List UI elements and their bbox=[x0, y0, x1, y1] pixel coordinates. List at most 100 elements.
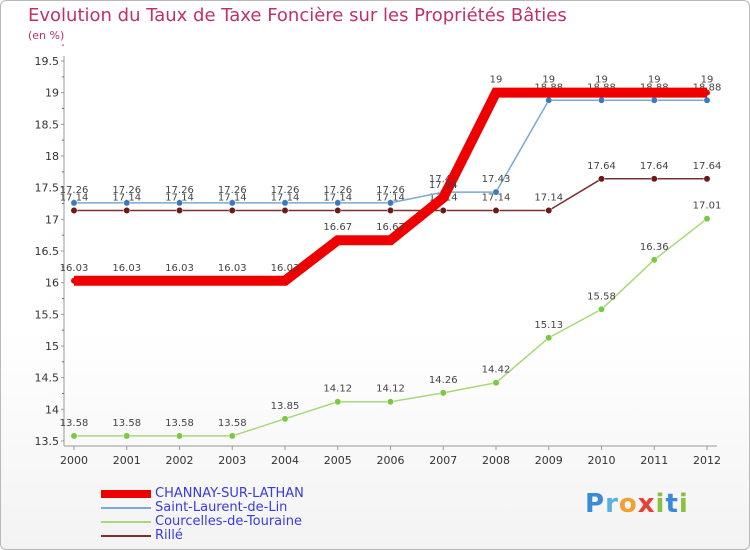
data-point bbox=[176, 432, 183, 440]
x-tick-label: 2006 bbox=[377, 454, 405, 467]
data-point bbox=[228, 199, 236, 207]
y-tick-label: 14.5 bbox=[35, 372, 60, 385]
data-label: 17.64 bbox=[587, 161, 616, 172]
legend-swatch bbox=[101, 521, 151, 523]
data-label: 16.03 bbox=[60, 263, 89, 274]
data-point bbox=[281, 199, 289, 207]
y-tick-label: 18.5 bbox=[35, 118, 60, 131]
data-point bbox=[387, 398, 394, 406]
data-label: 19 bbox=[648, 75, 661, 86]
data-point bbox=[387, 237, 394, 244]
legend-item: Courcelles-de-Touraine bbox=[101, 515, 304, 529]
data-label: 16.03 bbox=[271, 263, 300, 274]
data-point bbox=[70, 432, 78, 440]
logo-letter: t bbox=[665, 489, 679, 519]
data-point bbox=[281, 207, 289, 214]
data-point bbox=[281, 415, 289, 423]
x-tick-label: 2004 bbox=[271, 454, 299, 467]
data-label: 19 bbox=[595, 75, 608, 86]
legend-label: Saint-Laurent-de-Lin bbox=[155, 500, 288, 515]
y-tick-label: 13.5 bbox=[35, 435, 60, 448]
y-tick-label: 15 bbox=[45, 340, 59, 353]
data-label: 17.26 bbox=[376, 185, 405, 196]
legend-label: Courcelles-de-Touraine bbox=[155, 514, 302, 529]
data-label: 17.14 bbox=[218, 192, 247, 203]
data-point bbox=[492, 379, 500, 387]
data-label: 17.26 bbox=[323, 185, 352, 196]
legend-item: Rillé bbox=[101, 529, 304, 543]
data-point bbox=[650, 256, 658, 264]
data-label: 14.12 bbox=[323, 384, 352, 395]
data-point bbox=[176, 207, 183, 214]
data-point bbox=[123, 199, 131, 207]
data-point bbox=[282, 277, 288, 284]
x-tick-label: 2008 bbox=[482, 454, 510, 467]
data-label: 19 bbox=[542, 75, 555, 86]
legend-swatch bbox=[101, 535, 151, 537]
data-point bbox=[545, 334, 553, 342]
data-label: 17.43 bbox=[482, 174, 511, 185]
data-point bbox=[440, 194, 447, 201]
data-point bbox=[334, 199, 342, 207]
chart-title: Evolution du Taux de Taxe Foncière sur l… bbox=[28, 5, 567, 26]
data-point bbox=[176, 199, 183, 207]
data-point bbox=[545, 96, 553, 104]
data-point bbox=[334, 398, 342, 406]
data-point bbox=[176, 277, 183, 284]
data-label: 15.13 bbox=[534, 320, 563, 331]
data-label: 14.42 bbox=[482, 365, 511, 376]
data-point bbox=[703, 96, 711, 104]
y-tick-label: 14 bbox=[45, 403, 59, 416]
x-tick-label: 2002 bbox=[166, 454, 194, 467]
y-tick-label: 16.5 bbox=[35, 245, 60, 258]
data-point bbox=[70, 207, 78, 214]
data-point bbox=[387, 207, 394, 214]
logo-letter: i bbox=[655, 489, 666, 519]
data-point bbox=[598, 305, 605, 313]
data-label: 13.85 bbox=[271, 401, 300, 412]
data-point bbox=[439, 389, 447, 397]
data-label: 17.26 bbox=[218, 185, 247, 196]
x-tick-label: 2005 bbox=[324, 454, 352, 467]
data-label: 17.14 bbox=[60, 192, 89, 203]
data-label: 13.58 bbox=[60, 418, 89, 429]
data-label: 14.26 bbox=[429, 375, 458, 386]
chart-legend: CHANNAY-SUR-LATHAN Saint-Laurent-de-Lin Co… bbox=[101, 487, 304, 543]
data-point bbox=[229, 277, 236, 284]
data-point bbox=[123, 277, 130, 284]
x-tick-label: 2003 bbox=[218, 454, 246, 467]
data-label: 16.03 bbox=[112, 263, 141, 274]
data-label: 17.26 bbox=[271, 185, 300, 196]
x-tick-label: 2009 bbox=[535, 454, 563, 467]
data-label: 16.67 bbox=[376, 222, 405, 233]
data-point bbox=[123, 432, 131, 440]
data-point bbox=[651, 89, 658, 96]
data-label: 17.34 bbox=[429, 180, 458, 191]
x-tick-label: 2000 bbox=[60, 454, 88, 467]
data-point bbox=[228, 207, 236, 214]
legend-label: CHANNAY-SUR-LATHAN bbox=[155, 486, 304, 501]
logo-letter: i bbox=[678, 489, 689, 519]
data-label: 17.14 bbox=[323, 192, 352, 203]
legend-swatch bbox=[101, 490, 151, 498]
data-point bbox=[650, 175, 658, 183]
data-point bbox=[71, 277, 77, 284]
data-label: 16.03 bbox=[218, 263, 247, 274]
data-label: 16.36 bbox=[640, 242, 669, 253]
data-point bbox=[598, 96, 605, 104]
legend-item: CHANNAY-SUR-LATHAN bbox=[101, 487, 304, 501]
y-tick-label: 19.5 bbox=[35, 55, 60, 68]
data-label: 17.43 bbox=[429, 174, 458, 185]
data-point bbox=[598, 89, 605, 96]
data-point bbox=[492, 188, 500, 196]
data-point bbox=[598, 175, 605, 183]
y-tick-label: 18 bbox=[45, 150, 59, 163]
data-label: 16.67 bbox=[323, 222, 352, 233]
y-tick-label: 17 bbox=[45, 213, 59, 226]
data-point bbox=[703, 175, 711, 183]
data-point bbox=[387, 199, 394, 207]
data-point bbox=[70, 199, 78, 207]
x-tick-label: 2007 bbox=[429, 454, 457, 467]
y-tick-label: 16 bbox=[45, 277, 59, 290]
